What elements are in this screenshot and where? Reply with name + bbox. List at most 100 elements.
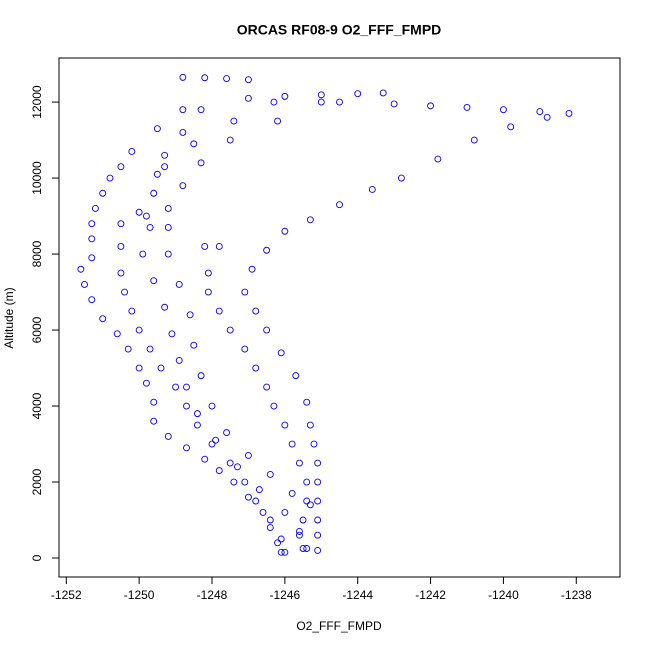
point	[252, 307, 260, 315]
point	[139, 250, 147, 258]
point	[263, 246, 271, 254]
point	[499, 106, 507, 114]
point	[197, 372, 205, 380]
point	[270, 98, 278, 106]
point	[121, 288, 129, 296]
point	[507, 123, 515, 131]
point	[168, 330, 176, 338]
point	[288, 489, 296, 497]
point	[175, 280, 183, 288]
point	[135, 364, 143, 372]
point	[204, 288, 212, 296]
point	[190, 140, 198, 148]
point	[175, 356, 183, 364]
point	[292, 372, 300, 380]
point	[146, 345, 154, 353]
point	[252, 364, 260, 372]
point	[244, 451, 252, 459]
point	[164, 205, 172, 212]
point	[142, 379, 150, 387]
x-tick-label: -1246	[270, 588, 301, 602]
y-tick-label: 0	[30, 554, 44, 561]
point	[113, 330, 121, 338]
point	[255, 486, 263, 494]
point	[223, 75, 231, 82]
point	[266, 516, 274, 524]
point	[306, 421, 314, 429]
point	[295, 459, 303, 467]
point	[226, 326, 234, 334]
point	[179, 129, 187, 136]
point	[427, 102, 435, 110]
point	[314, 497, 322, 505]
point	[241, 478, 249, 486]
point	[150, 417, 158, 425]
point	[172, 383, 180, 391]
point	[274, 539, 282, 547]
point	[244, 76, 252, 84]
point	[153, 125, 161, 133]
point	[201, 455, 209, 463]
point	[299, 545, 307, 552]
point	[303, 398, 311, 406]
point	[536, 108, 544, 116]
point	[226, 136, 234, 144]
point	[183, 383, 190, 391]
point	[336, 98, 343, 106]
point	[117, 269, 125, 277]
point	[281, 421, 289, 429]
point	[208, 402, 216, 410]
point	[142, 212, 150, 220]
point	[274, 117, 282, 125]
point	[263, 383, 271, 391]
point	[91, 205, 99, 212]
point	[226, 459, 234, 467]
point	[135, 208, 143, 216]
x-tick-label: -1250	[124, 588, 155, 602]
point	[88, 254, 96, 262]
point	[266, 470, 274, 478]
point	[164, 224, 172, 231]
point	[99, 315, 107, 323]
y-tick-label: 8000	[30, 240, 44, 267]
point	[470, 136, 478, 144]
point	[215, 467, 223, 475]
point	[281, 548, 289, 556]
y-tick-label: 4000	[30, 392, 44, 419]
point	[212, 436, 220, 444]
point	[244, 94, 252, 102]
point	[106, 174, 114, 182]
point	[277, 548, 285, 556]
x-tick-label: -1242	[415, 588, 446, 602]
x-axis-title: O2_FFF_FMPD	[296, 619, 382, 633]
y-tick-label: 12000	[30, 85, 44, 119]
point	[314, 531, 322, 539]
point	[281, 92, 289, 100]
x-tick-label: -1252	[51, 588, 82, 602]
point	[208, 440, 216, 448]
point	[150, 277, 158, 285]
point	[197, 106, 205, 114]
point	[164, 432, 172, 440]
x-tick-label: -1248	[197, 588, 228, 602]
point	[241, 288, 249, 296]
point	[190, 341, 198, 349]
point	[314, 459, 322, 467]
point	[179, 106, 187, 114]
point	[124, 345, 132, 353]
point	[193, 410, 201, 418]
y-tick-label: 10000	[30, 161, 44, 195]
point	[81, 280, 88, 288]
point	[223, 429, 231, 437]
point	[299, 516, 307, 524]
point	[379, 89, 387, 97]
point	[241, 345, 249, 353]
point	[310, 440, 318, 448]
point	[248, 265, 256, 273]
x-tick-label: -1244	[342, 588, 373, 602]
point	[186, 311, 194, 319]
chart-title: ORCAS RF08-9 O2_FFF_FMPD	[237, 22, 442, 38]
point	[543, 113, 551, 121]
point	[306, 501, 314, 509]
